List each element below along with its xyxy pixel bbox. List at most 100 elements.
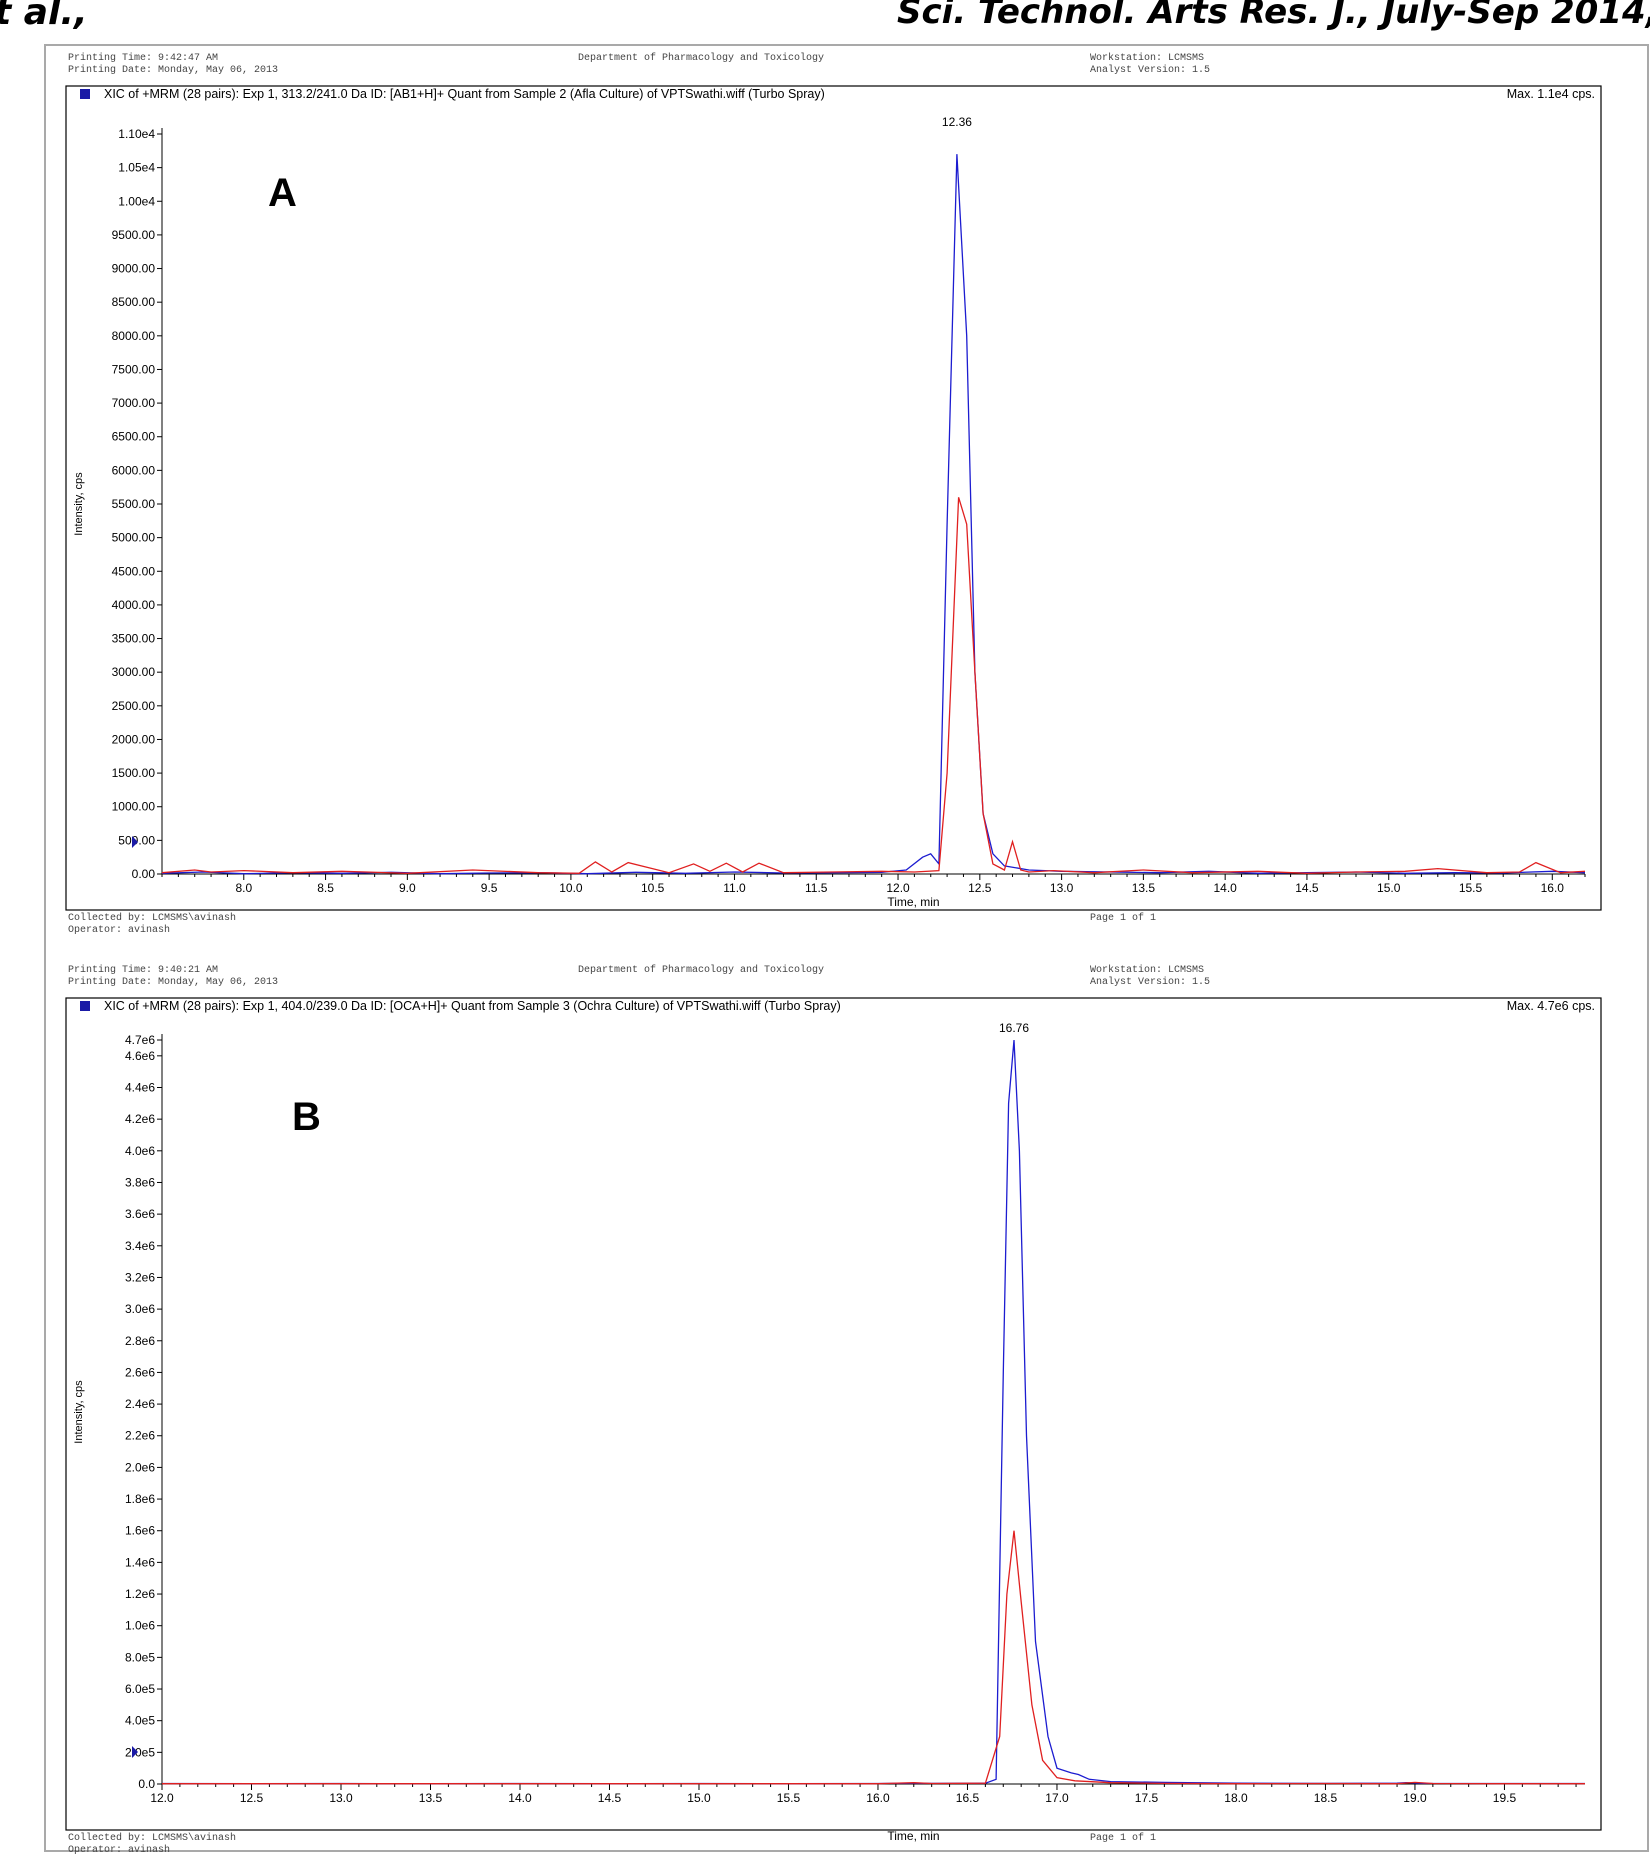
y-tick-label: 2.2e6 bbox=[125, 1429, 155, 1443]
x-tick-label: 14.0 bbox=[508, 1791, 532, 1805]
y-tick-label: 9500.00 bbox=[112, 228, 156, 242]
chart-title: XIC of +MRM (28 pairs): Exp 1, 404.0/239… bbox=[104, 999, 841, 1013]
x-tick-label: 8.0 bbox=[235, 881, 252, 895]
y-tick-label: 3.6e6 bbox=[125, 1207, 155, 1221]
y-tick-label: 3.4e6 bbox=[125, 1239, 155, 1253]
y-tick-label: 8500.00 bbox=[112, 295, 156, 309]
x-tick-label: 14.0 bbox=[1213, 881, 1237, 895]
y-tick-label: 5500.00 bbox=[112, 497, 156, 511]
analyst-version: Analyst Version: 1.5 bbox=[1090, 976, 1210, 988]
printing-date: Printing Date: Monday, May 06, 2013 bbox=[68, 976, 278, 988]
chart-title: XIC of +MRM (28 pairs): Exp 1, 313.2/241… bbox=[104, 87, 825, 101]
y-tick-label: 4.4e6 bbox=[125, 1080, 155, 1094]
x-tick-label: 15.0 bbox=[1377, 881, 1401, 895]
running-head: t al., Sci. Technol. Arts Res. J., July-… bbox=[0, 0, 1650, 40]
y-tick-label: 1000.00 bbox=[112, 800, 156, 814]
page-number: Page 1 of 1 bbox=[1090, 912, 1156, 924]
series-legend-marker bbox=[80, 89, 90, 99]
y-tick-label: 4.6e6 bbox=[125, 1049, 155, 1063]
max-intensity-label: Max. 4.7e6 cps. bbox=[1507, 999, 1595, 1013]
x-tick-label: 16.5 bbox=[956, 1791, 980, 1805]
x-tick-label: 18.0 bbox=[1224, 1791, 1248, 1805]
y-tick-label: 6.0e5 bbox=[125, 1682, 155, 1696]
x-tick-label: 14.5 bbox=[598, 1791, 622, 1805]
x-tick-label: 17.0 bbox=[1045, 1791, 1069, 1805]
collected-by: Collected by: LCMSMS\avinash bbox=[68, 912, 236, 924]
x-tick-label: 13.5 bbox=[1132, 881, 1156, 895]
x-tick-label: 17.5 bbox=[1135, 1791, 1159, 1805]
y-tick-label: 1.6e6 bbox=[125, 1524, 155, 1538]
y-tick-label: 8.0e5 bbox=[125, 1650, 155, 1664]
y-tick-label: 2000.00 bbox=[112, 732, 156, 746]
y-tick-label: 3000.00 bbox=[112, 665, 156, 679]
y-axis-label: Intensity, cps bbox=[73, 472, 85, 536]
y-tick-label: 2.0e5 bbox=[125, 1745, 155, 1759]
x-tick-label: 9.0 bbox=[399, 881, 416, 895]
x-tick-label: 13.5 bbox=[419, 1791, 443, 1805]
x-tick-label: 11.0 bbox=[723, 881, 746, 895]
plot-frame bbox=[65, 997, 1602, 1831]
operator: Operator: avinash bbox=[68, 1844, 170, 1856]
y-tick-label: 9000.00 bbox=[112, 262, 156, 276]
x-axis-label: Time, min bbox=[887, 1829, 939, 1843]
department: Department of Pharmacology and Toxicolog… bbox=[578, 964, 824, 976]
x-tick-label: 13.0 bbox=[1050, 881, 1074, 895]
x-tick-label: 12.5 bbox=[968, 881, 992, 895]
x-tick-label: 14.5 bbox=[1295, 881, 1319, 895]
y-tick-label: 1.10e4 bbox=[118, 127, 155, 141]
x-tick-label: 12.0 bbox=[150, 1791, 174, 1805]
series-line-blue bbox=[161, 1039, 1585, 1785]
peak-label: 16.76 bbox=[999, 1021, 1029, 1035]
y-tick-label: 500.00 bbox=[118, 833, 155, 847]
series-line-red bbox=[162, 1530, 1585, 1785]
x-tick-label: 10.5 bbox=[641, 881, 665, 895]
y-axis-label: Intensity, cps bbox=[73, 1380, 85, 1444]
x-tick-label: 15.0 bbox=[687, 1791, 711, 1805]
x-tick-label: 15.5 bbox=[1459, 881, 1483, 895]
x-tick-label: 11.5 bbox=[805, 881, 828, 895]
running-head-left: t al., bbox=[0, 0, 88, 33]
x-tick-label: 10.0 bbox=[559, 881, 583, 895]
operator: Operator: avinash bbox=[68, 924, 170, 936]
y-tick-label: 1.00e4 bbox=[118, 194, 155, 208]
x-tick-label: 13.0 bbox=[329, 1791, 353, 1805]
series-line-blue bbox=[161, 154, 1586, 875]
y-tick-label: 1.05e4 bbox=[118, 161, 155, 175]
y-tick-label: 3500.00 bbox=[112, 632, 156, 646]
x-tick-label: 9.5 bbox=[481, 881, 498, 895]
y-tick-label: 2.0e6 bbox=[125, 1460, 155, 1474]
panel-label: B bbox=[292, 1095, 321, 1139]
analyst-version: Analyst Version: 1.5 bbox=[1090, 64, 1210, 76]
y-tick-label: 1.8e6 bbox=[125, 1492, 155, 1506]
y-tick-label: 7000.00 bbox=[112, 396, 156, 410]
x-tick-label: 16.0 bbox=[1541, 881, 1565, 895]
max-intensity-label: Max. 1.1e4 cps. bbox=[1507, 87, 1595, 101]
y-tick-label: 0.0 bbox=[138, 1777, 155, 1791]
y-tick-label: 3.2e6 bbox=[125, 1270, 155, 1284]
collected-by: Collected by: LCMSMS\avinash bbox=[68, 1832, 236, 1844]
page-number: Page 1 of 1 bbox=[1090, 1832, 1156, 1844]
y-tick-label: 4.2e6 bbox=[125, 1112, 155, 1126]
printing-date: Printing Date: Monday, May 06, 2013 bbox=[68, 64, 278, 76]
panel-label: A bbox=[268, 171, 297, 215]
y-tick-label: 2.8e6 bbox=[125, 1334, 155, 1348]
y-tick-label: 3.8e6 bbox=[125, 1175, 155, 1189]
y-tick-label: 6500.00 bbox=[112, 430, 156, 444]
workstation: Workstation: LCMSMS bbox=[1090, 964, 1204, 976]
y-tick-label: 2500.00 bbox=[112, 699, 156, 713]
x-tick-label: 15.5 bbox=[777, 1791, 801, 1805]
x-tick-label: 19.5 bbox=[1493, 1791, 1517, 1805]
y-tick-label: 5000.00 bbox=[112, 531, 156, 545]
baseline-marker bbox=[132, 1746, 138, 1758]
y-tick-label: 7500.00 bbox=[112, 362, 156, 376]
y-tick-label: 4.0e5 bbox=[125, 1714, 155, 1728]
x-tick-label: 16.0 bbox=[866, 1791, 890, 1805]
x-tick-label: 12.5 bbox=[240, 1791, 264, 1805]
y-tick-label: 1.2e6 bbox=[125, 1587, 155, 1601]
department: Department of Pharmacology and Toxicolog… bbox=[578, 52, 824, 64]
y-tick-label: 2.6e6 bbox=[125, 1365, 155, 1379]
printing-time: Printing Time: 9:42:47 AM bbox=[68, 52, 218, 64]
y-tick-label: 4.0e6 bbox=[125, 1144, 155, 1158]
